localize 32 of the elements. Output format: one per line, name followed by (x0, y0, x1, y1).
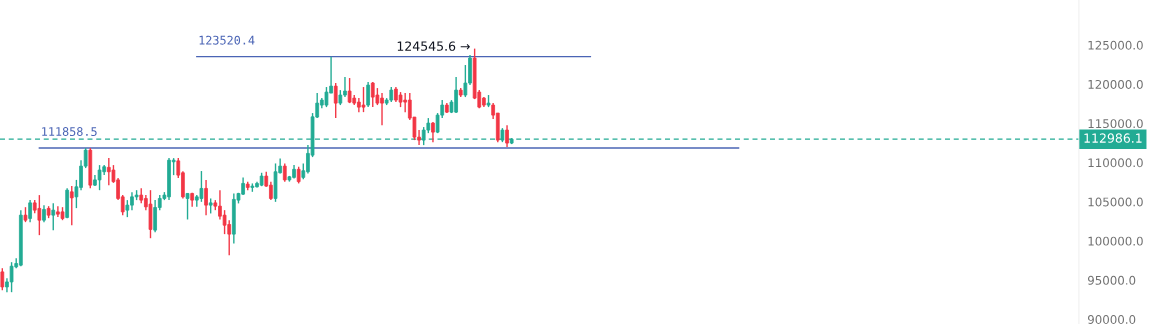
candlestick (9, 261, 14, 293)
candlestick (69, 185, 74, 226)
ref-line-label: 112986.1 (1084, 133, 1142, 143)
candlestick (347, 77, 352, 104)
candlestick (0, 267, 5, 291)
candlestick (185, 192, 190, 221)
candlestick (370, 81, 375, 108)
series-label: 111858.5 (42, 127, 97, 137)
candlestick (51, 202, 56, 231)
candlestick (97, 164, 102, 191)
annotation: 124545.6 → (397, 41, 470, 51)
y-tick-label: 100000.0 (1088, 236, 1143, 246)
candlestick (282, 162, 287, 183)
candlestick (28, 199, 32, 223)
y-tick-label: 115000.0 (1088, 119, 1143, 129)
y-tick-label: 90000.0 (1087, 315, 1136, 324)
y-tick-label: 120000.0 (1088, 79, 1143, 89)
candlestick (204, 179, 208, 216)
candlestick (37, 194, 42, 236)
series-label: 123520.4 (199, 35, 255, 45)
candlestick (431, 121, 435, 143)
candlestick (199, 170, 204, 203)
candlestick (421, 126, 426, 146)
candlestick (333, 82, 338, 119)
y-tick-label: 110000.0 (1088, 158, 1143, 168)
y-tick-label: 95000.0 (1087, 275, 1136, 285)
y-tick-label: 105000.0 (1088, 197, 1143, 207)
candlestick (324, 86, 329, 108)
candlestick (366, 81, 370, 108)
candlestick (361, 86, 366, 113)
y-tick-label: 125000.0 (1088, 40, 1143, 50)
candlestick (505, 124, 509, 148)
